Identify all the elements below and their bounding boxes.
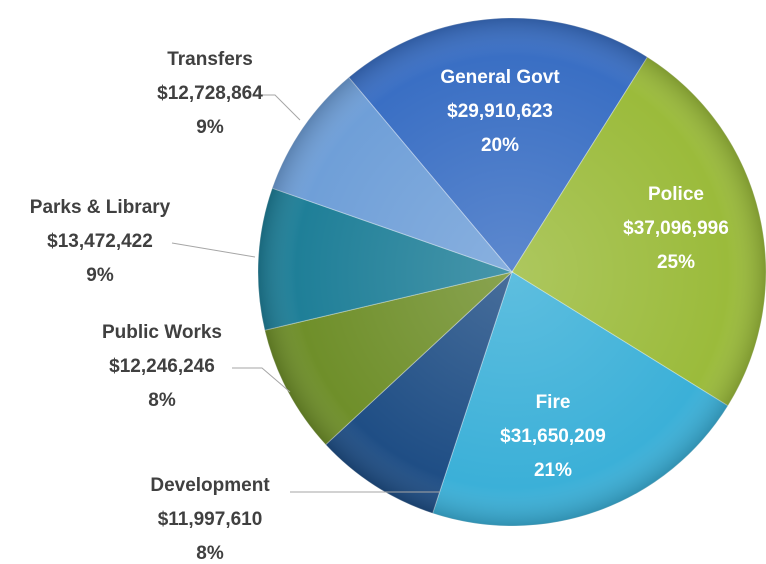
category-label: Development [150,475,270,496]
value-label: $29,910,623 [447,101,553,122]
category-label: Transfers [167,49,253,70]
category-label: General Govt [440,67,560,88]
percent-label: 9% [86,265,114,286]
category-label: Police [648,184,704,205]
leader-line [258,94,301,121]
value-label: $11,997,610 [158,509,263,530]
leader-line [232,367,291,393]
percent-label: 21% [534,460,572,481]
percent-label: 9% [196,117,224,138]
value-label: $13,472,422 [47,231,153,252]
percent-label: 25% [657,252,695,273]
value-label: $31,650,209 [500,426,606,447]
leader-line [171,242,256,258]
category-label: Parks & Library [30,197,171,218]
percent-label: 8% [148,390,176,411]
percent-label: 8% [196,543,224,564]
value-label: $12,728,864 [157,83,263,104]
value-label: $37,096,996 [623,218,729,239]
percent-label: 20% [481,135,519,156]
category-label: Public Works [102,322,222,343]
category-label: Fire [536,392,571,413]
value-label: $12,246,246 [109,356,215,377]
